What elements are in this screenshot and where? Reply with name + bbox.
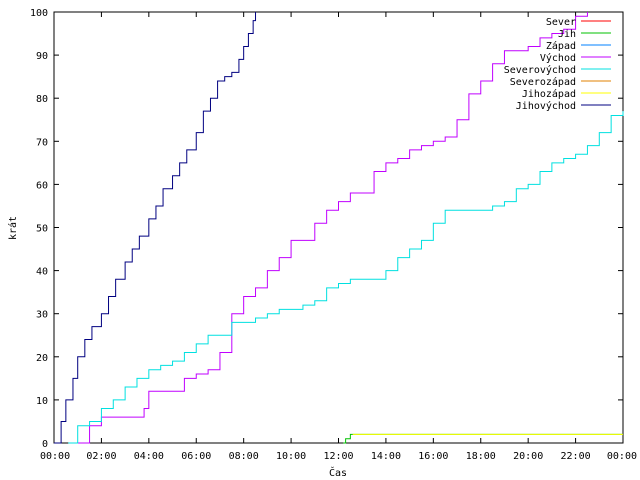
y-tick-label: 70	[36, 137, 48, 148]
legend-entry-label: Východ	[540, 52, 576, 64]
y-tick-label: 0	[42, 439, 48, 450]
legend-entry-label: Západ	[546, 40, 576, 52]
legend-entry-label: Jih	[558, 29, 576, 40]
y-tick-label: 80	[36, 94, 48, 105]
x-tick-label: 04:00	[134, 451, 164, 462]
y-tick-label: 100	[30, 8, 48, 19]
legend-entry-label: Jihovýchod	[516, 100, 576, 112]
x-tick-label: 20:00	[513, 451, 543, 462]
x-tick-label: 00:00	[607, 451, 637, 462]
y-tick-label: 30	[36, 310, 48, 321]
legend: SeverJihZápadVýchodSeverovýchodSeverozáp…	[504, 17, 611, 112]
y-tick-label: 40	[36, 267, 48, 278]
y-axis-title: krát	[7, 216, 19, 240]
x-tick-label: 00:00	[40, 451, 70, 462]
x-axis-title: Čas	[329, 466, 347, 479]
x-tick-label: 06:00	[181, 451, 211, 462]
x-tick-label: 10:00	[276, 451, 306, 462]
legend-entry-label: Severovýchod	[504, 64, 576, 76]
series-line	[77, 12, 588, 444]
y-tick-label: 50	[36, 224, 48, 235]
series-lines	[54, 12, 624, 444]
x-tick-label: 22:00	[561, 451, 591, 462]
y-tick-label: 90	[36, 51, 48, 62]
series-line	[54, 12, 257, 444]
x-tick-label: 18:00	[466, 451, 496, 462]
y-tick-label: 20	[36, 353, 48, 364]
x-tick-label: 12:00	[323, 451, 353, 462]
legend-entry-label: Severozápad	[510, 76, 576, 88]
y-tick-label: 60	[36, 180, 48, 191]
x-tick-label: 02:00	[86, 451, 116, 462]
x-tick-label: 08:00	[229, 451, 259, 462]
series-line	[68, 111, 624, 444]
series-line	[343, 433, 623, 444]
x-tick-label: 14:00	[371, 451, 401, 462]
legend-entry-label: Jihozápad	[522, 88, 576, 100]
legend-entry-label: Sever	[546, 17, 576, 28]
x-tick-label: 16:00	[418, 451, 448, 462]
y-tick-label: 10	[36, 396, 48, 407]
y-axis-ticks: 0 10 20 30 40 50 60 70 80 90 100	[30, 8, 623, 450]
x-axis-ticks: 00:00 02:00 04:00 06:00 08:00 10:00 12:00 14:00…	[40, 12, 637, 462]
